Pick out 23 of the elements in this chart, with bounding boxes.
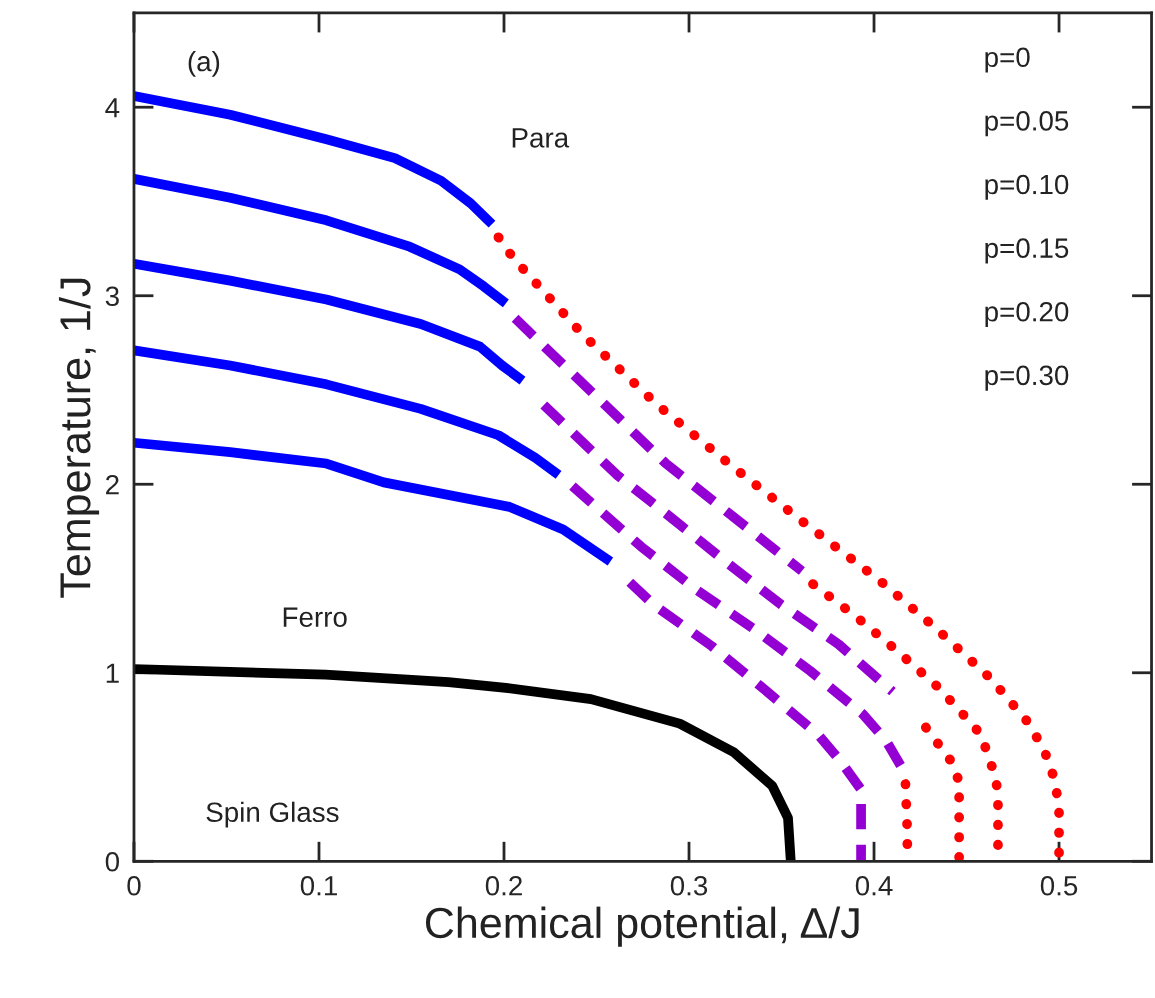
- annotation: (a): [188, 50, 220, 77]
- x-tick-label: 0: [127, 875, 141, 896]
- annotation: Spin Glass: [206, 801, 339, 828]
- x-tick-label: 0.3: [670, 875, 708, 896]
- annotation: p=0.05: [985, 111, 1069, 137]
- annotation: p=0.20: [985, 301, 1069, 328]
- x-axis-title: Chemical potential, Δ/J: [425, 906, 859, 947]
- y-tick-label: 4: [105, 98, 120, 118]
- annotation: p=0: [985, 47, 1030, 73]
- annotation: p=0.15: [985, 238, 1069, 264]
- y-tick-label: 3: [105, 286, 119, 307]
- y-tick-label: 0: [105, 851, 120, 872]
- x-tick-label: 0.5: [1040, 875, 1078, 896]
- annotation: Ferro: [283, 607, 347, 627]
- y-axis-title: Temperature, 1/J: [58, 278, 100, 598]
- y-tick-label: 2: [106, 474, 119, 495]
- annotation: p=0.10: [985, 174, 1069, 200]
- x-tick-label: 0.2: [485, 875, 522, 896]
- x-tick-label: 0.4: [855, 875, 893, 896]
- annotation: Para: [512, 128, 570, 148]
- annotation: p=0.30: [985, 365, 1069, 391]
- x-tick-label: 0.1: [300, 875, 337, 896]
- y-tick-label: 1: [106, 663, 119, 683]
